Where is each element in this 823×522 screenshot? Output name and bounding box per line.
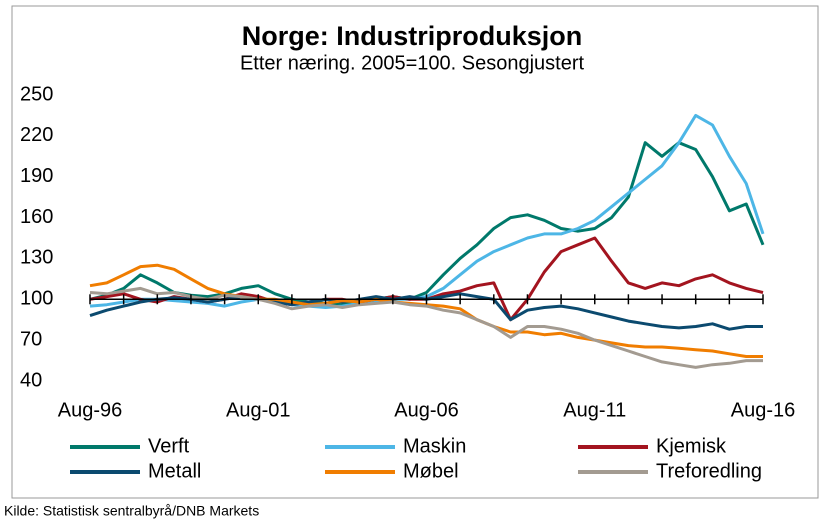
x-tick-label: Aug-01 — [226, 399, 291, 421]
source: Kilde: Statistisk sentralbyrå/DNB Market… — [4, 503, 259, 519]
series-line — [89, 141, 765, 307]
y-tick-label: 70 — [20, 328, 42, 350]
legend-label: Metall — [148, 460, 201, 482]
chart-subtitle: Etter næring. 2005=100. Sesongjustert — [240, 52, 585, 74]
legend-label: Treforedling — [656, 460, 762, 482]
legend-label: Møbel — [403, 460, 459, 482]
y-tick-label: 220 — [20, 124, 53, 146]
chart-title: Norge: Industriproduksjon — [242, 21, 583, 51]
legend-label: Verft — [148, 435, 190, 457]
y-tick-label: 130 — [20, 247, 53, 269]
legend-label: Kjemisk — [656, 435, 727, 457]
x-tick-label: Aug-11 — [563, 399, 626, 421]
x-tick-label: Aug-96 — [58, 399, 123, 421]
y-tick-label: 190 — [20, 165, 53, 187]
x-tick-label: Aug-06 — [394, 399, 459, 421]
series-line — [89, 286, 763, 369]
y-tick-label: 40 — [20, 369, 42, 391]
y-tick-label: 250 — [20, 83, 53, 105]
x-tick-label: Aug-16 — [731, 399, 796, 421]
frame — [11, 5, 819, 499]
legend-label: Maskin — [403, 435, 466, 457]
y-tick-label: 100 — [20, 288, 53, 310]
series-line — [89, 263, 763, 358]
y-tick-label: 160 — [20, 206, 53, 228]
